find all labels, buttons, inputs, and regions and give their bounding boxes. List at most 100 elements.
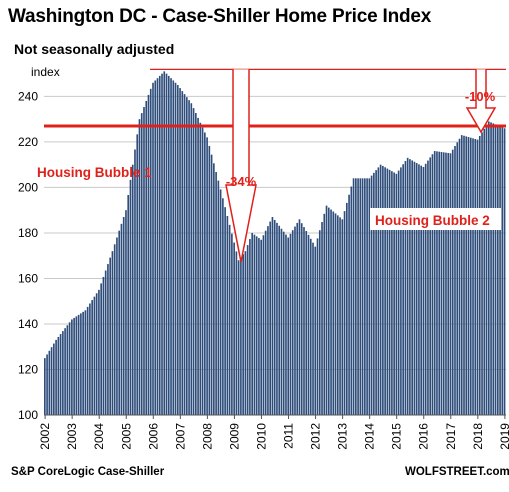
bar xyxy=(345,202,348,415)
bar xyxy=(98,289,100,415)
bar xyxy=(393,172,395,415)
bar xyxy=(422,166,425,415)
bar xyxy=(368,178,371,415)
bar xyxy=(149,88,152,416)
bar xyxy=(433,151,436,415)
bar xyxy=(86,306,89,415)
bar xyxy=(228,224,231,415)
bar xyxy=(48,350,51,415)
bar xyxy=(379,164,382,415)
x-tick-label: 2005 xyxy=(119,423,133,450)
bar xyxy=(192,108,195,415)
bar xyxy=(127,195,130,415)
bar xyxy=(73,317,75,415)
bar xyxy=(334,213,337,415)
bar xyxy=(445,152,447,415)
bar xyxy=(370,175,373,415)
bar xyxy=(161,73,163,416)
x-tick-label: 2016 xyxy=(417,423,431,450)
bar xyxy=(384,167,386,415)
bar xyxy=(348,194,350,415)
axes: 100 120 140 160 180 200 220 240 index 2002 2003 200… xyxy=(18,65,509,450)
bar xyxy=(490,122,492,416)
chart-title: Washington DC - Case-Shiller Home Price … xyxy=(8,6,432,27)
bar xyxy=(111,251,114,415)
bar xyxy=(436,151,438,415)
bar xyxy=(388,169,391,415)
bar xyxy=(289,233,292,415)
x-tick-label: 2012 xyxy=(309,423,323,450)
source-label: S&P CoreLogic Case-Shiller xyxy=(11,466,165,478)
housing-bubble-2-label: Housing Bubble 2 xyxy=(375,213,490,228)
bar xyxy=(321,222,323,415)
bar xyxy=(188,100,190,415)
bar xyxy=(316,238,319,415)
bar xyxy=(109,257,112,415)
bar xyxy=(409,159,411,415)
bar xyxy=(276,222,278,415)
bar xyxy=(431,154,434,415)
bar xyxy=(222,198,224,415)
bar xyxy=(357,178,359,415)
bar xyxy=(233,242,235,415)
bar xyxy=(341,219,344,415)
bar xyxy=(400,167,402,415)
bar xyxy=(156,78,159,415)
bar xyxy=(271,217,274,415)
bar xyxy=(199,122,202,415)
y-tick-label: 200 xyxy=(18,180,38,194)
bar xyxy=(312,242,314,415)
bar xyxy=(84,310,87,415)
bar xyxy=(307,234,310,415)
bar xyxy=(476,139,479,415)
bar xyxy=(181,91,184,415)
y-tick-label: 140 xyxy=(18,317,38,331)
bar xyxy=(215,171,217,415)
bar xyxy=(478,136,481,415)
bar xyxy=(377,167,380,415)
bar xyxy=(465,136,468,415)
bar xyxy=(242,254,244,415)
bar xyxy=(318,230,321,415)
x-tick-label: 2018 xyxy=(471,423,485,450)
bar xyxy=(382,165,384,415)
bar xyxy=(282,231,285,415)
bar xyxy=(93,296,96,415)
bar xyxy=(231,233,233,415)
x-tick-label: 2009 xyxy=(227,423,241,450)
bar xyxy=(53,343,55,415)
bar xyxy=(152,82,154,415)
bar xyxy=(125,210,127,415)
x-tick-label: 2008 xyxy=(200,423,214,450)
bar xyxy=(395,173,398,415)
y-tick-label: 100 xyxy=(18,408,38,422)
bar xyxy=(327,207,330,415)
bar xyxy=(136,134,139,416)
bar xyxy=(352,178,355,415)
bar xyxy=(503,128,506,415)
bar xyxy=(361,178,364,415)
bar xyxy=(219,189,222,415)
bar xyxy=(57,336,60,415)
decline-arrow-34 xyxy=(225,69,257,263)
bar xyxy=(451,149,454,415)
bar xyxy=(143,107,145,416)
bar xyxy=(386,168,389,415)
bar xyxy=(438,151,441,415)
bar xyxy=(336,215,339,415)
bar xyxy=(449,153,452,416)
bar xyxy=(499,126,501,416)
bar xyxy=(330,209,332,415)
bar xyxy=(303,227,305,415)
bar xyxy=(82,311,84,415)
bar xyxy=(397,170,400,415)
bar xyxy=(492,123,495,416)
bar xyxy=(440,152,443,415)
x-tick-label: 2006 xyxy=(146,423,160,450)
bar xyxy=(158,75,161,415)
annotations: -34% -10% Housing Bubble 1 Housing Bubble 2 xyxy=(37,68,506,263)
bar xyxy=(269,221,272,415)
bar xyxy=(226,216,229,415)
bar xyxy=(291,230,294,415)
bar xyxy=(91,300,93,415)
